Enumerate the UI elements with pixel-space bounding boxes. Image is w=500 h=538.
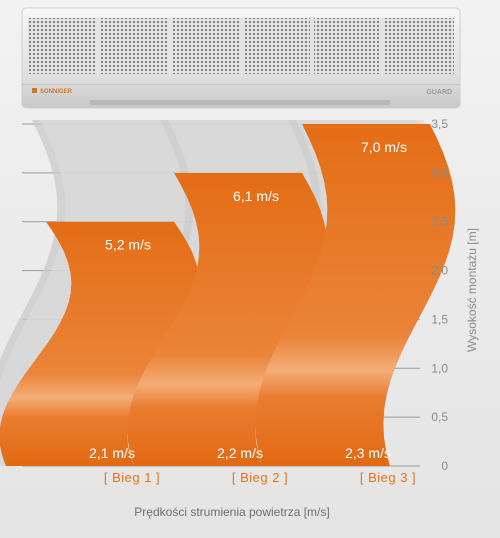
y-tick-label: 1,0 [431,361,448,375]
top-velocity-label: 7,0 m/s [361,139,407,155]
grille-divider [168,18,172,74]
model-label: GUARD [426,89,452,96]
category-label: [ Bieg 1 ] [104,470,160,485]
brand-label: SONNIGER [40,89,73,95]
y-axis-ticks: 0 0,5 1,0 1,5 2,0 2,5 3,0 3,5 [431,117,448,473]
air-stream-1 [0,221,200,466]
grille-divider [239,18,243,74]
bottom-velocity-label: 2,3 m/s [345,445,391,461]
grille-dividers [97,18,385,74]
air-stream-2 [127,172,328,466]
top-velocity-label: 6,1 m/s [233,188,279,204]
bottom-velocity-label: 2,2 m/s [217,445,263,461]
y-tick-label: 0,5 [431,410,448,424]
category-label: [ Bieg 3 ] [360,470,416,485]
air-stream-3 [255,124,456,466]
category-label: [ Bieg 2 ] [232,470,288,485]
y-axis-title: Wysokość montażu [m] [465,228,479,352]
y-tick-label: 2,5 [431,215,448,229]
air-curtain-unit: SONNIGER GUARD [21,7,461,109]
y-tick-label: 0 [441,459,448,473]
y-tick-label: 2,0 [431,264,448,278]
y-tick-label: 3,5 [431,117,448,131]
y-tick-label: 1,5 [431,312,448,326]
bottom-velocity-label: 2,1 m/s [89,445,135,461]
velocity-labels: 5,2 m/s 2,1 m/s 6,1 m/s 2,2 m/s 7,0 m/s 2,3 m… [89,139,407,461]
category-labels: [ Bieg 1 ] [ Bieg 2 ] [ Bieg 3 ] [104,470,416,485]
air-streams [0,124,456,466]
x-axis-title: Prędkości strumienia powietrza [m/s] [134,505,329,519]
brand-logo-icon [32,88,37,93]
grille-divider [381,18,385,74]
grille-divider [310,18,314,74]
grille-divider [97,18,101,74]
y-tick-label: 3,0 [431,166,448,180]
top-velocity-label: 5,2 m/s [105,237,151,253]
